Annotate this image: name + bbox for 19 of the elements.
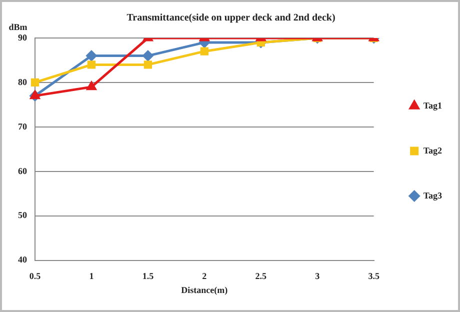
- legend-label: Tag3: [423, 190, 442, 200]
- x-tick-label: 0.5: [29, 271, 42, 282]
- x-tick-label: 3: [315, 271, 320, 282]
- legend-label: Tag1: [423, 100, 442, 110]
- y-tick-label: 60: [18, 166, 28, 176]
- x-tick-label: 2.5: [255, 271, 268, 282]
- x-tick-label: 2: [202, 271, 208, 282]
- y-tick-label: 40: [18, 254, 28, 265]
- chart-title: Transmittance(side on upper deck and 2nd deck): [126, 12, 336, 24]
- x-tick-label: 3.5: [368, 271, 380, 282]
- x-tick-label: 1.5: [142, 271, 154, 282]
- legend-label: Tag2: [423, 145, 442, 156]
- y-tick-label: 70: [18, 121, 28, 132]
- y-tick-label: 80: [18, 76, 28, 87]
- x-tick-label: 1: [89, 271, 94, 282]
- x-axis-title: Distance(m): [181, 284, 228, 295]
- y-tick-label: 50: [18, 210, 28, 220]
- y-axis-title: dBm: [8, 22, 28, 32]
- y-tick-label: 90: [18, 32, 28, 42]
